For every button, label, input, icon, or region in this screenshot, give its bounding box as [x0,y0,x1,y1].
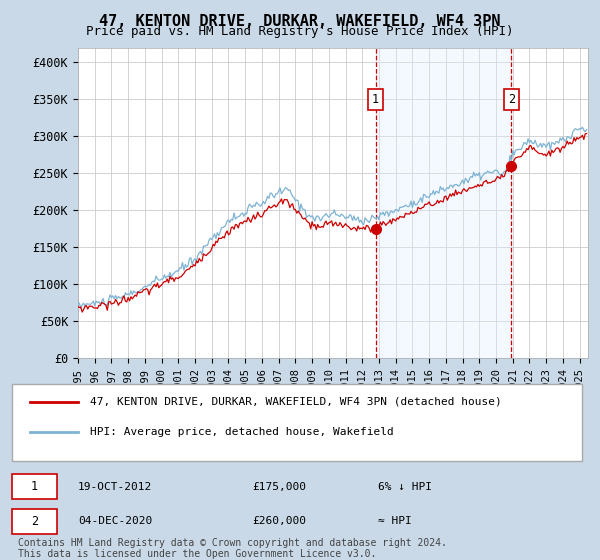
Text: Contains HM Land Registry data © Crown copyright and database right 2024.
This d: Contains HM Land Registry data © Crown c… [18,538,447,559]
Bar [376,48,511,358]
Text: Price paid vs. HM Land Registry's House Price Index (HPI): Price paid vs. HM Land Registry's House … [86,25,514,38]
Text: 2: 2 [508,93,515,106]
Text: £175,000: £175,000 [252,482,306,492]
Text: 2: 2 [31,515,38,528]
Text: 6% ↓ HPI: 6% ↓ HPI [378,482,432,492]
FancyBboxPatch shape [12,474,57,499]
Text: 1: 1 [31,480,38,493]
Text: 19-OCT-2012: 19-OCT-2012 [78,482,152,492]
Text: HPI: Average price, detached house, Wakefield: HPI: Average price, detached house, Wake… [90,427,394,437]
FancyBboxPatch shape [12,384,582,461]
Text: ≈ HPI: ≈ HPI [378,516,412,526]
Text: 47, KENTON DRIVE, DURKAR, WAKEFIELD, WF4 3PN: 47, KENTON DRIVE, DURKAR, WAKEFIELD, WF4… [99,14,501,29]
Text: £260,000: £260,000 [252,516,306,526]
Text: 1: 1 [372,93,379,106]
Text: 47, KENTON DRIVE, DURKAR, WAKEFIELD, WF4 3PN (detached house): 47, KENTON DRIVE, DURKAR, WAKEFIELD, WF4… [90,396,502,407]
FancyBboxPatch shape [12,509,57,534]
Text: 04-DEC-2020: 04-DEC-2020 [78,516,152,526]
